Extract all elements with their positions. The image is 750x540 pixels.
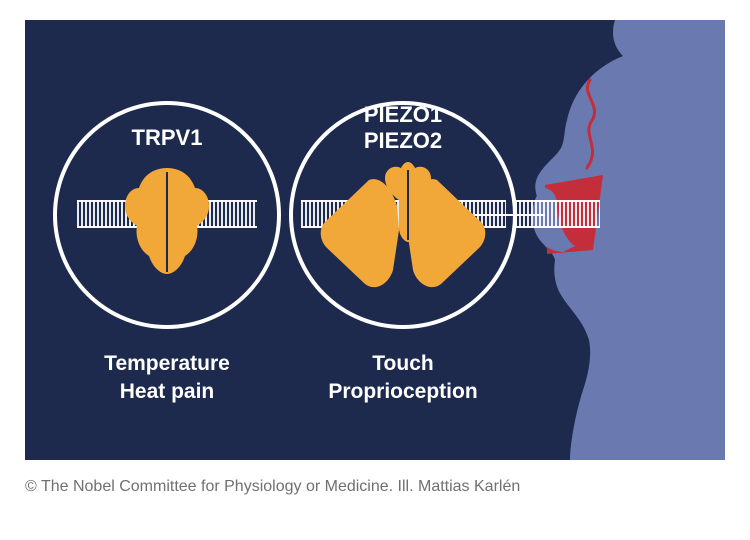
trpv1-label: TRPV1 [55, 125, 279, 151]
piezo-protein-icon [321, 162, 486, 287]
credit-text: © The Nobel Committee for Physiology or … [25, 478, 725, 496]
trpv1-caption: TemperatureHeat pain [57, 350, 277, 407]
piezo-label: PIEZO1PIEZO2 [291, 102, 515, 154]
trpv1-protein-icon [125, 168, 209, 274]
piezo-caption: TouchProprioception [293, 350, 513, 407]
diagram-frame: TRPV1 TemperatureHeat pain PIEZO1PIEZO2 Tou… [25, 20, 725, 460]
